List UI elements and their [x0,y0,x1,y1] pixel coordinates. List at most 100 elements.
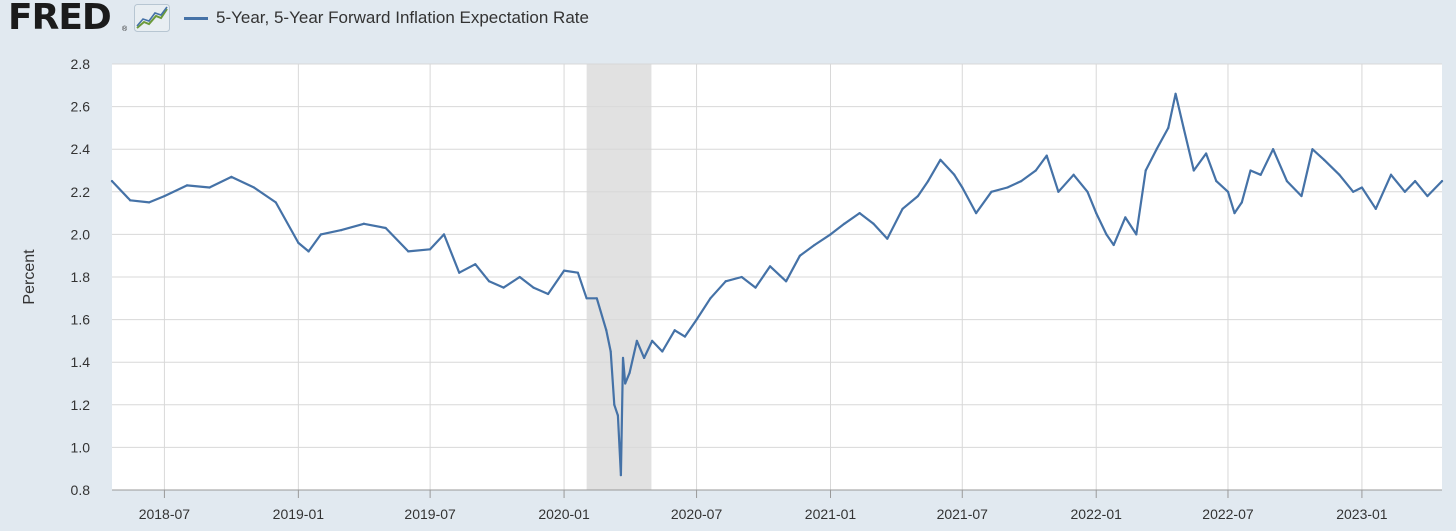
data-point [1311,148,1314,151]
y-tick-label: 0.8 [71,482,91,498]
data-point [1374,207,1377,210]
chart-header: FRED ® 5-Year, 5-Year Forward Inflation … [0,0,1456,40]
data-point [546,292,550,296]
y-tick-label: 2.2 [71,184,91,200]
data-point [901,207,904,210]
data-point [274,201,277,204]
data-point [1233,212,1236,215]
data-point [1072,173,1075,176]
data-point [961,186,964,189]
data-point [619,473,622,477]
y-tick-label: 1.2 [71,397,91,413]
data-point [613,403,616,406]
data-point [953,173,956,176]
data-point [1440,180,1444,183]
data-point [474,263,477,266]
x-tick-label: 2020-07 [671,506,723,522]
data-point [1272,148,1275,151]
data-point [651,339,654,342]
y-tick-label: 2.0 [71,226,91,242]
data-point [643,356,646,360]
data-point [1155,148,1158,151]
data-point [1095,212,1098,215]
data-point [110,180,114,183]
data-point [252,186,256,189]
data-point [458,271,461,274]
data-point [1259,173,1262,176]
data-point [1020,180,1023,183]
data-point [362,222,365,225]
data-point [1249,169,1252,172]
data-point [724,280,727,283]
data-point [1182,126,1185,129]
data-point [1413,180,1417,183]
data-point [740,275,743,279]
data-point [609,350,612,353]
series-layer [110,92,1444,477]
data-point [1215,180,1218,183]
data-point [1112,243,1115,247]
data-point [1205,152,1208,155]
data-point [1135,233,1138,236]
y-tick-label: 2.4 [71,141,91,157]
data-point [605,329,608,332]
y-tick-label: 2.6 [71,99,91,115]
data-point [798,254,802,257]
data-point [384,226,387,230]
data-point [562,269,566,272]
fred-logo[interactable]: FRED [8,0,112,38]
data-point [1360,186,1364,189]
data-point [673,329,676,332]
x-tick-label: 2023-01 [1336,506,1388,522]
data-point [886,237,889,240]
data-point [813,243,816,247]
series-line [110,92,1444,477]
data-point [1006,186,1009,189]
data-point [407,250,410,253]
data-point [1034,169,1037,172]
data-point [695,318,698,321]
registered-mark: ® [122,26,128,33]
data-point [939,158,942,161]
data-point [487,280,491,283]
x-tick-label: 2022-07 [1202,506,1254,522]
data-point [1105,233,1108,236]
data-point [616,414,620,417]
chart-trend-icon [134,4,170,32]
x-tick-label: 2019-07 [404,506,456,522]
data-point [576,271,580,274]
x-tick-label: 2018-07 [139,506,191,522]
data-point [1167,126,1170,129]
data-point [1174,92,1177,95]
data-point [1338,173,1341,176]
data-point [1226,190,1230,193]
data-point [1352,190,1355,193]
data-point [208,186,211,189]
data-point [319,233,323,236]
data-point [754,286,757,289]
data-point [1192,169,1195,172]
data-point [532,286,535,289]
data-point [1300,194,1303,198]
data-point [829,233,832,236]
data-point [442,233,446,236]
x-tick-label: 2019-01 [273,506,325,522]
x-tick-label: 2021-01 [805,506,857,522]
data-point [872,222,875,225]
data-point [661,350,664,353]
data-point [1240,201,1243,204]
data-point [628,371,631,374]
data-point [1389,173,1393,176]
data-point [1124,216,1127,219]
data-point [1285,180,1289,183]
data-point [990,190,993,193]
x-tick-label: 2021-07 [937,506,989,522]
legend-swatch [184,17,208,20]
data-point [340,229,343,232]
data-point [621,356,625,360]
y-tick-label: 1.8 [71,269,91,285]
data-point [916,194,919,198]
legend-series-label: 5-Year, 5-Year Forward Inflation Expecta… [216,8,589,27]
data-point [429,248,432,251]
